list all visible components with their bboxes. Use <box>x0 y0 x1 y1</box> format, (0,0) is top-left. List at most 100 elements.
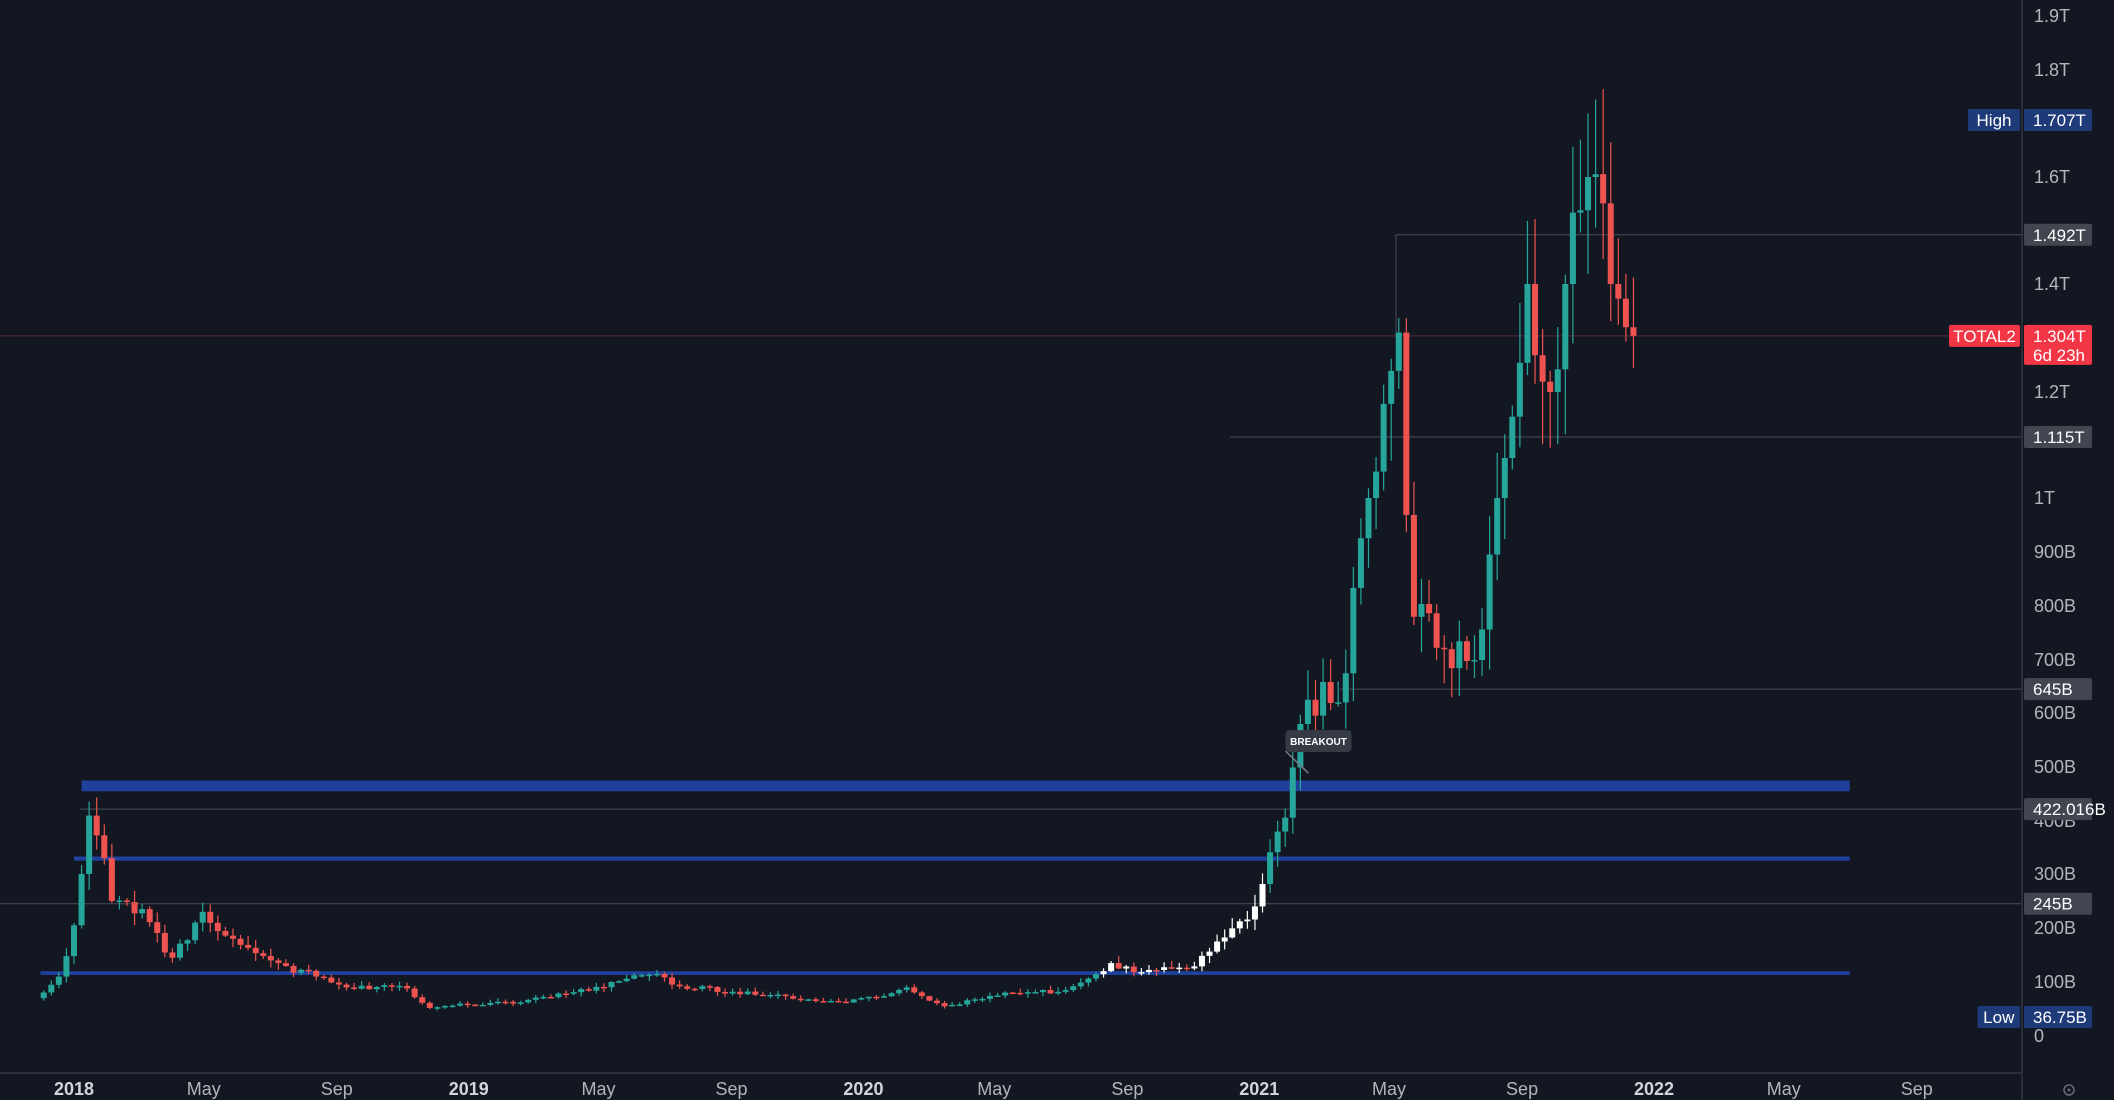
candle <box>1547 370 1554 448</box>
candle <box>820 997 827 1003</box>
y-tick-label: 1.8T <box>2034 60 2070 80</box>
candle <box>1289 750 1296 834</box>
candle <box>737 987 744 998</box>
candle <box>441 1004 448 1010</box>
candle <box>1251 894 1258 930</box>
candle <box>1441 635 1448 684</box>
candle <box>358 981 365 990</box>
candle <box>555 992 562 999</box>
candle <box>593 982 600 994</box>
candle <box>1123 964 1130 974</box>
chart-annotations: BREAKOUT <box>1284 730 1352 774</box>
candle <box>1092 971 1099 982</box>
support-zone[interactable] <box>74 856 1850 861</box>
low-price-badge: 36.75B Low <box>1977 1006 2092 1028</box>
candle <box>1562 274 1569 435</box>
candle <box>472 1004 479 1007</box>
candle <box>729 988 736 996</box>
candle <box>1395 318 1402 389</box>
candle <box>1244 910 1251 929</box>
candle <box>1448 642 1455 698</box>
candle <box>585 986 592 992</box>
candle <box>699 984 706 992</box>
candle <box>706 984 713 991</box>
y-tick-label: 1.2T <box>2034 382 2070 402</box>
candle <box>48 980 55 996</box>
badge-countdown: 6d 23h <box>2033 346 2085 365</box>
candle <box>1161 962 1168 973</box>
badge-value: 1.115T <box>2033 428 2085 447</box>
candle <box>1282 808 1289 847</box>
candle <box>669 973 676 990</box>
candle <box>1426 579 1433 622</box>
candle <box>865 996 872 1002</box>
candle <box>139 904 146 919</box>
candle <box>123 898 130 906</box>
candle <box>525 998 532 1004</box>
candle <box>419 994 426 1005</box>
candle <box>1055 987 1062 996</box>
candle <box>1630 277 1637 368</box>
candle <box>1221 929 1228 950</box>
candle <box>1130 962 1137 977</box>
candle <box>510 999 517 1007</box>
candle <box>298 968 305 976</box>
x-tick-label: Sep <box>716 1079 748 1099</box>
candle <box>790 993 797 1000</box>
candle <box>260 950 267 960</box>
x-tick-label: May <box>977 1079 1011 1099</box>
candle <box>1433 604 1440 661</box>
candle <box>775 990 782 999</box>
candle <box>275 958 282 970</box>
level-price-badge: 422.016B <box>2024 798 2106 821</box>
candle <box>108 843 115 904</box>
candle <box>1259 873 1266 913</box>
x-tick-label: Sep <box>1901 1079 1933 1099</box>
candle <box>1085 977 1092 987</box>
candle <box>1600 88 1607 260</box>
candle <box>1077 978 1084 990</box>
candle <box>1410 481 1417 626</box>
settings-gear-icon[interactable] <box>2063 1084 2075 1096</box>
candle <box>494 998 501 1005</box>
candle <box>1191 961 1198 971</box>
candle <box>1357 518 1364 605</box>
candle <box>1373 457 1380 529</box>
candle <box>986 992 993 1003</box>
candle <box>93 797 100 850</box>
candle <box>388 983 395 992</box>
candle <box>1320 658 1327 730</box>
x-tick-label: 2022 <box>1634 1079 1674 1099</box>
candle <box>404 982 411 992</box>
candle <box>578 987 585 997</box>
candle <box>540 994 547 1000</box>
time-axis[interactable]: 2018 May Sep 2019 May Sep 2020 May Sep 2021 May Sep… <box>54 1079 1933 1099</box>
candle <box>1183 964 1190 972</box>
candle <box>222 926 229 938</box>
candle <box>850 998 857 1003</box>
support-zone[interactable] <box>81 780 1850 792</box>
candle <box>1554 327 1561 444</box>
candle <box>245 935 252 951</box>
candle <box>722 988 729 997</box>
candle <box>1153 967 1160 977</box>
badge-value: 422.016B <box>2033 800 2106 819</box>
candle <box>464 1001 471 1008</box>
candle <box>979 996 986 1003</box>
x-tick-label: 2018 <box>54 1079 94 1099</box>
candle <box>911 984 918 994</box>
support-zone[interactable] <box>40 971 1850 975</box>
y-tick-label: 200B <box>2034 918 2076 938</box>
candle <box>290 963 297 978</box>
candle <box>941 1000 948 1009</box>
breakout-annotation[interactable]: BREAKOUT <box>1284 730 1352 774</box>
candle <box>1622 274 1629 342</box>
candle <box>805 998 812 1002</box>
candle <box>616 980 623 984</box>
candle <box>759 991 766 997</box>
candle <box>631 973 638 980</box>
candle <box>797 995 804 1003</box>
x-tick-label: May <box>1372 1079 1406 1099</box>
candle <box>40 990 47 1001</box>
